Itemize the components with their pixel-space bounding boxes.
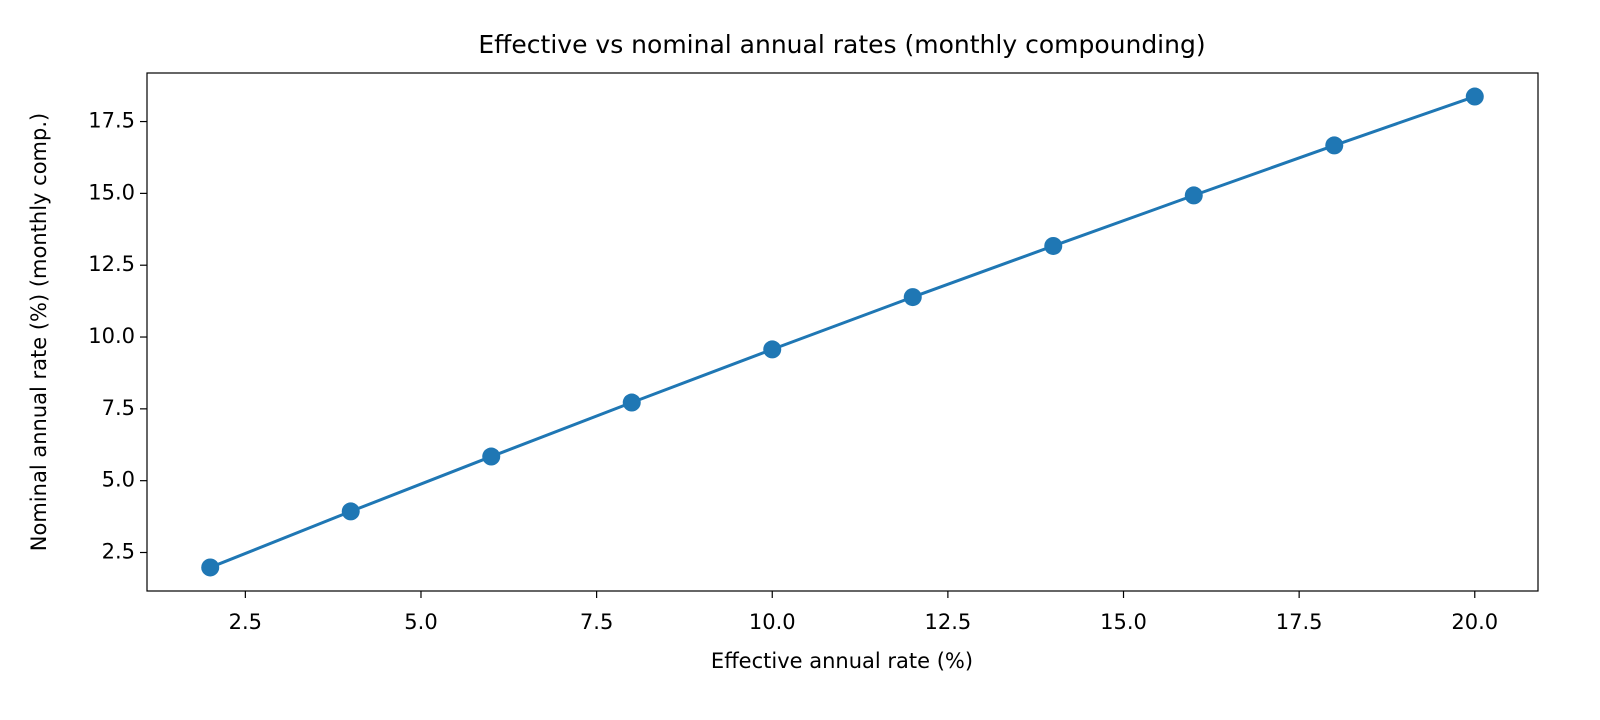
x-tick-label: 17.5	[1276, 610, 1323, 634]
marker	[201, 558, 220, 577]
y-tick-label: 2.5	[102, 540, 135, 564]
plot-frame	[146, 72, 1539, 592]
marker	[1184, 186, 1203, 205]
y-tick-label: 5.0	[102, 468, 135, 492]
x-tick-label: 7.5	[580, 610, 613, 634]
marker	[341, 502, 360, 521]
x-axis-label: Effective annual rate (%)	[711, 649, 973, 673]
marker	[1325, 136, 1344, 155]
x-tick-label: 20.0	[1451, 610, 1498, 634]
marker	[622, 393, 641, 412]
x-tick-label: 10.0	[749, 610, 796, 634]
marker	[1465, 87, 1484, 106]
chart-title: Effective vs nominal annual rates (month…	[478, 30, 1205, 59]
marker	[763, 340, 782, 359]
y-axis-label: Nominal annual rate (%) (monthly comp.)	[27, 113, 51, 551]
marker	[482, 447, 501, 466]
y-tick-label: 15.0	[88, 180, 135, 204]
marker	[1044, 236, 1063, 255]
x-tick-label: 5.0	[404, 610, 437, 634]
x-tick-label: 12.5	[924, 610, 971, 634]
line	[209, 95, 1476, 569]
y-tick-label: 17.5	[88, 109, 135, 133]
marker	[903, 288, 922, 307]
x-tick-label: 15.0	[1100, 610, 1147, 634]
y-tick-label: 10.0	[88, 324, 135, 348]
y-tick-label: 12.5	[88, 252, 135, 276]
y-tick-label: 7.5	[102, 396, 135, 420]
x-tick-label: 2.5	[229, 610, 262, 634]
